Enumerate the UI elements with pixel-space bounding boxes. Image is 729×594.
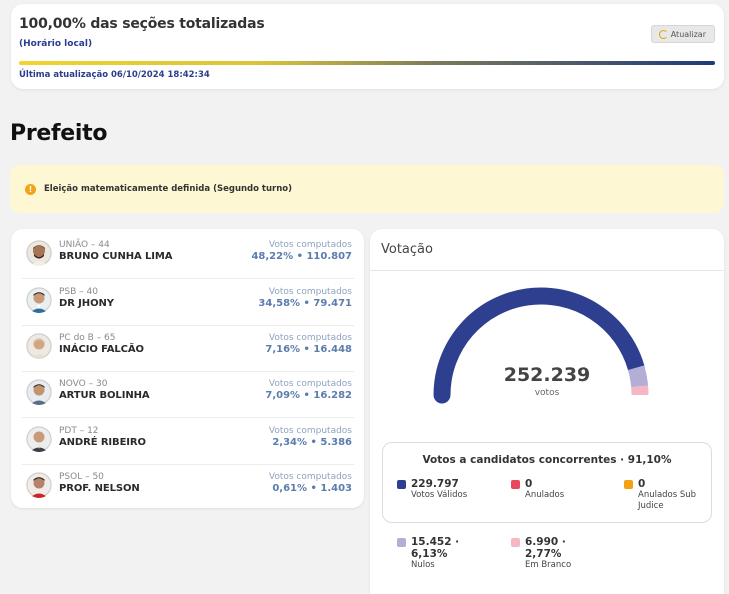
candidate-row[interactable]: PDT – 12 ANDRÉ RIBEIRO Votos computados … — [22, 419, 354, 465]
legend-value: 6.990 · 2,77% — [525, 536, 566, 560]
candidate-avatar — [26, 333, 52, 359]
candidate-avatar — [26, 472, 52, 498]
candidate-name: DR JHONY — [59, 298, 114, 309]
progress-fill — [19, 61, 715, 65]
gauge-arc-validos — [433, 287, 645, 404]
refresh-label: Atualizar — [670, 29, 706, 39]
candidate-party: PSB – 40 — [59, 287, 98, 297]
gauge-arc-nulos — [627, 365, 649, 388]
legend-swatch — [624, 480, 633, 489]
legend-value: 0 — [638, 478, 646, 490]
candidate-avatar — [26, 240, 52, 266]
legend-label: Anulados Sub Judice — [638, 490, 697, 511]
votes-label: Votos computados — [268, 333, 352, 343]
votes-value: 34,58% • 79.471 — [258, 298, 352, 309]
legend-em-branco: 6.990 · 2,77% Em Branco — [511, 536, 581, 571]
votes-value: 0,61% • 1.403 — [272, 483, 352, 494]
legend-label: Votos Válidos — [411, 490, 468, 500]
votes-label: Votos computados — [268, 426, 352, 436]
votes-value: 48,22% • 110.807 — [251, 251, 352, 262]
candidate-row[interactable]: PC do B – 65 INÁCIO FALCÃO Votos computa… — [22, 326, 354, 372]
legend-nulos: 15.452 · 6,13% Nulos — [397, 536, 467, 571]
legend-label: Nulos — [411, 560, 435, 570]
legend-swatch — [511, 480, 520, 489]
totalization-progress-bar — [19, 61, 715, 65]
candidate-name: PROF. NELSON — [59, 483, 140, 494]
status-title: 100,00% das seções totalizadas — [19, 16, 265, 32]
votes-label: Votos computados — [268, 379, 352, 389]
alert-text: Eleição matematicamente definida (Segund… — [44, 184, 293, 194]
candidate-name: BRUNO CUNHA LIMA — [59, 251, 173, 262]
votes-value: 2,34% • 5.386 — [272, 437, 352, 448]
info-icon: ! — [25, 183, 36, 195]
legend-value: 229.797 — [411, 478, 459, 490]
votes-label: Votos computados — [268, 287, 352, 297]
candidate-row[interactable]: UNIÃO – 44 BRUNO CUNHA LIMA Votos comput… — [22, 233, 354, 279]
concorrentes-box: Votos a candidatos concorrentes · 91,10%… — [382, 442, 712, 523]
legend-label: Anulados — [525, 490, 565, 500]
votacao-title: Votação — [381, 242, 433, 257]
votes-value: 7,16% • 16.448 — [265, 344, 352, 355]
page-title: Prefeito — [10, 121, 108, 146]
status-card: 100,00% das seções totalizadas (Horário … — [11, 4, 724, 89]
candidate-name: INÁCIO FALCÃO — [59, 344, 144, 355]
concorrentes-title: Votos a candidatos concorrentes · 91,10% — [422, 454, 672, 466]
last-update: Última atualização 06/10/2024 18:42:34 — [19, 70, 210, 80]
candidate-party: NOVO – 30 — [59, 379, 108, 389]
legend-value: 15.452 · 6,13% — [411, 536, 460, 560]
candidate-row[interactable]: PSOL – 50 PROF. NELSON Votos computados … — [22, 465, 354, 511]
candidate-avatar — [26, 287, 52, 313]
candidate-name: ANDRÉ RIBEIRO — [59, 437, 146, 448]
alert-banner: ! Eleição matematicamente definida (Segu… — [10, 165, 724, 213]
divider — [370, 270, 724, 271]
votes-label: Votos computados — [268, 472, 352, 482]
candidate-avatar — [26, 379, 52, 405]
votes-value: 7,09% • 16.282 — [265, 390, 352, 401]
legend-votos-validos: 229.797 Votos Válidos — [397, 478, 467, 501]
legend-anulados-sub-judice: 0 Anulados Sub Judice — [624, 478, 704, 512]
candidate-party: UNIÃO – 44 — [59, 240, 110, 250]
refresh-icon — [658, 29, 668, 39]
legend-swatch — [397, 538, 406, 547]
legend-value: 0 — [525, 478, 533, 490]
legend-label: Em Branco — [525, 560, 572, 570]
legend-swatch — [397, 480, 406, 489]
candidates-list: UNIÃO – 44 BRUNO CUNHA LIMA Votos comput… — [11, 229, 364, 508]
total-votes: 252.239 — [503, 364, 591, 386]
candidate-row[interactable]: NOVO – 30 ARTUR BOLINHA Votos computados… — [22, 372, 354, 418]
refresh-button[interactable]: Atualizar — [650, 25, 715, 43]
candidate-party: PSOL – 50 — [59, 472, 104, 482]
candidate-name: ARTUR BOLINHA — [59, 390, 150, 401]
candidate-party: PDT – 12 — [59, 426, 99, 436]
local-time-note: (Horário local) — [19, 39, 93, 49]
candidate-party: PC do B – 65 — [59, 333, 116, 343]
legend-anulados: 0 Anulados — [511, 478, 564, 501]
total-votes-label: votos — [534, 388, 560, 398]
votes-label: Votos computados — [268, 240, 352, 250]
votes-gauge — [433, 287, 649, 404]
candidate-row[interactable]: PSB – 40 DR JHONY Votos computados 34,58… — [22, 280, 354, 326]
votacao-card: Votação 252.239 votos Votos a candidatos… — [370, 229, 724, 594]
candidate-avatar — [26, 426, 52, 452]
legend-swatch — [511, 538, 520, 547]
